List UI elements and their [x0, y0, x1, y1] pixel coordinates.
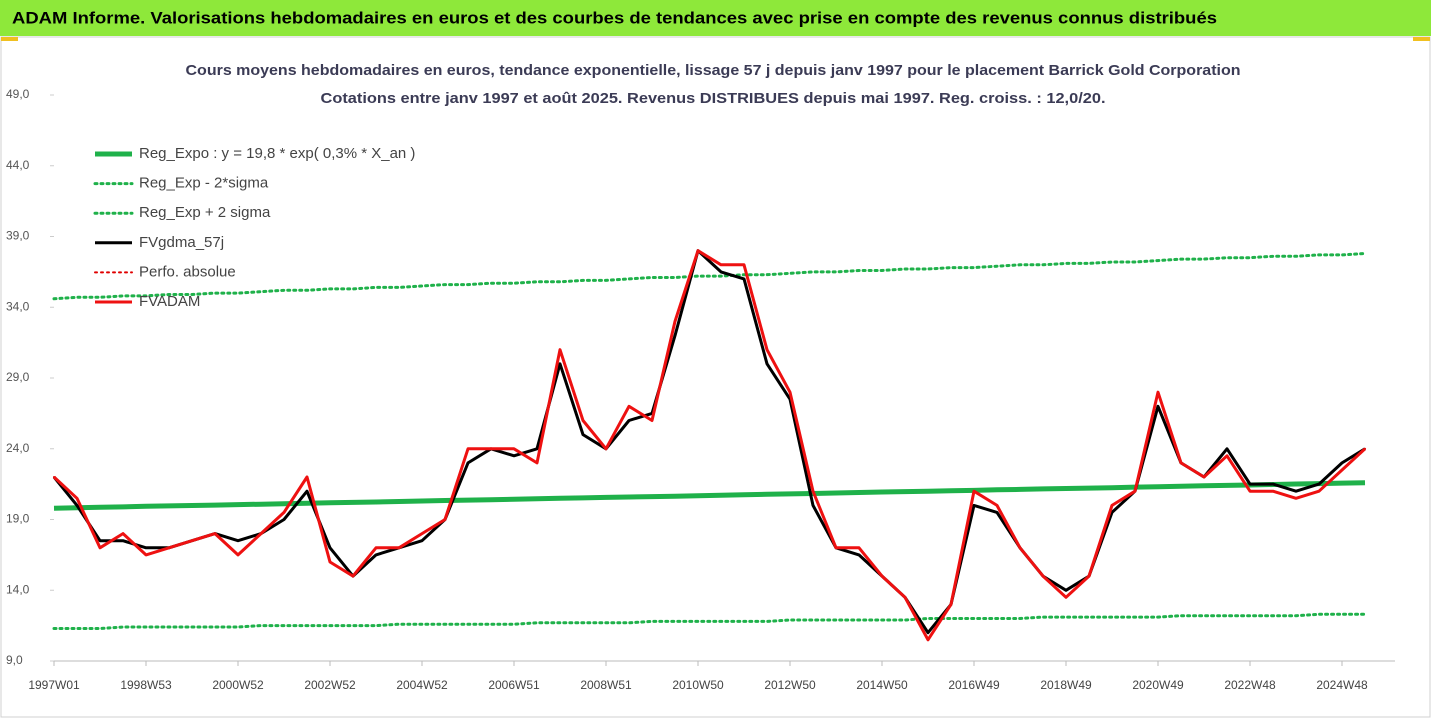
- header-title: ADAM Informe. Valorisations hebdomadaire…: [12, 8, 1217, 27]
- x-tick-label: 1997W01: [28, 678, 80, 692]
- legend-label: Reg_Expo : y = 19,8 * exp( 0,3% * X_an ): [139, 145, 415, 162]
- series-line: [52, 252, 1367, 301]
- y-tick-label: 49,0: [6, 87, 30, 101]
- series-line: [52, 249, 1366, 635]
- x-tick-label: 2024W48: [1316, 678, 1368, 692]
- corner-accent: [1, 37, 18, 41]
- y-tick-label: 24,0: [6, 441, 30, 455]
- y-tick-label: 14,0: [6, 582, 30, 596]
- y-tick-label: 34,0: [6, 299, 30, 313]
- legend-label: FVgdma_57j: [139, 234, 224, 251]
- series-line: [52, 249, 1367, 642]
- plot-area: 9,0 14,0 19,0 24,0 29,0 34,0 39,0 44,0 49,0 1997W…: [6, 87, 1368, 692]
- header-bar: [0, 0, 1431, 36]
- x-tick-label: 2010W50: [672, 678, 724, 692]
- y-tick-label: 19,0: [6, 512, 30, 526]
- chart-title: Cours moyens hebdomadaires en euros, ten…: [186, 62, 1241, 79]
- x-tick-label: 2012W50: [764, 678, 816, 692]
- x-tick-label: 2016W49: [948, 678, 1000, 692]
- x-tick-label: 2022W48: [1224, 678, 1276, 692]
- y-tick-label: 39,0: [6, 229, 30, 243]
- legend-label: Perfo. absolue: [139, 263, 236, 280]
- x-tick-label: 2000W52: [212, 678, 264, 692]
- legend-label: Reg_Exp - 2*sigma: [139, 175, 269, 192]
- x-tick-label: 2004W52: [396, 678, 448, 692]
- x-tick-label: 2006W51: [488, 678, 540, 692]
- x-tick-label: 2014W50: [856, 678, 908, 692]
- x-tick-label: 2018W49: [1040, 678, 1092, 692]
- x-tick-label: 2002W52: [304, 678, 356, 692]
- series-line: [52, 612, 1367, 630]
- y-tick-label: 9,0: [6, 653, 23, 667]
- x-tick-label: 2020W49: [1132, 678, 1184, 692]
- x-tick-label: 2008W51: [580, 678, 632, 692]
- legend-label: Reg_Exp + 2 sigma: [139, 204, 271, 221]
- chart-subtitle: Cotations entre janv 1997 et août 2025. …: [321, 90, 1106, 107]
- chart-frame: [0, 36, 1431, 718]
- x-tick-label: 1998W53: [120, 678, 172, 692]
- corner-accent: [1413, 37, 1430, 41]
- y-tick-label: 44,0: [6, 158, 30, 172]
- y-tick-label: 29,0: [6, 370, 30, 384]
- series-line: [53, 480, 1366, 511]
- legend-label: FVADAM: [139, 293, 200, 310]
